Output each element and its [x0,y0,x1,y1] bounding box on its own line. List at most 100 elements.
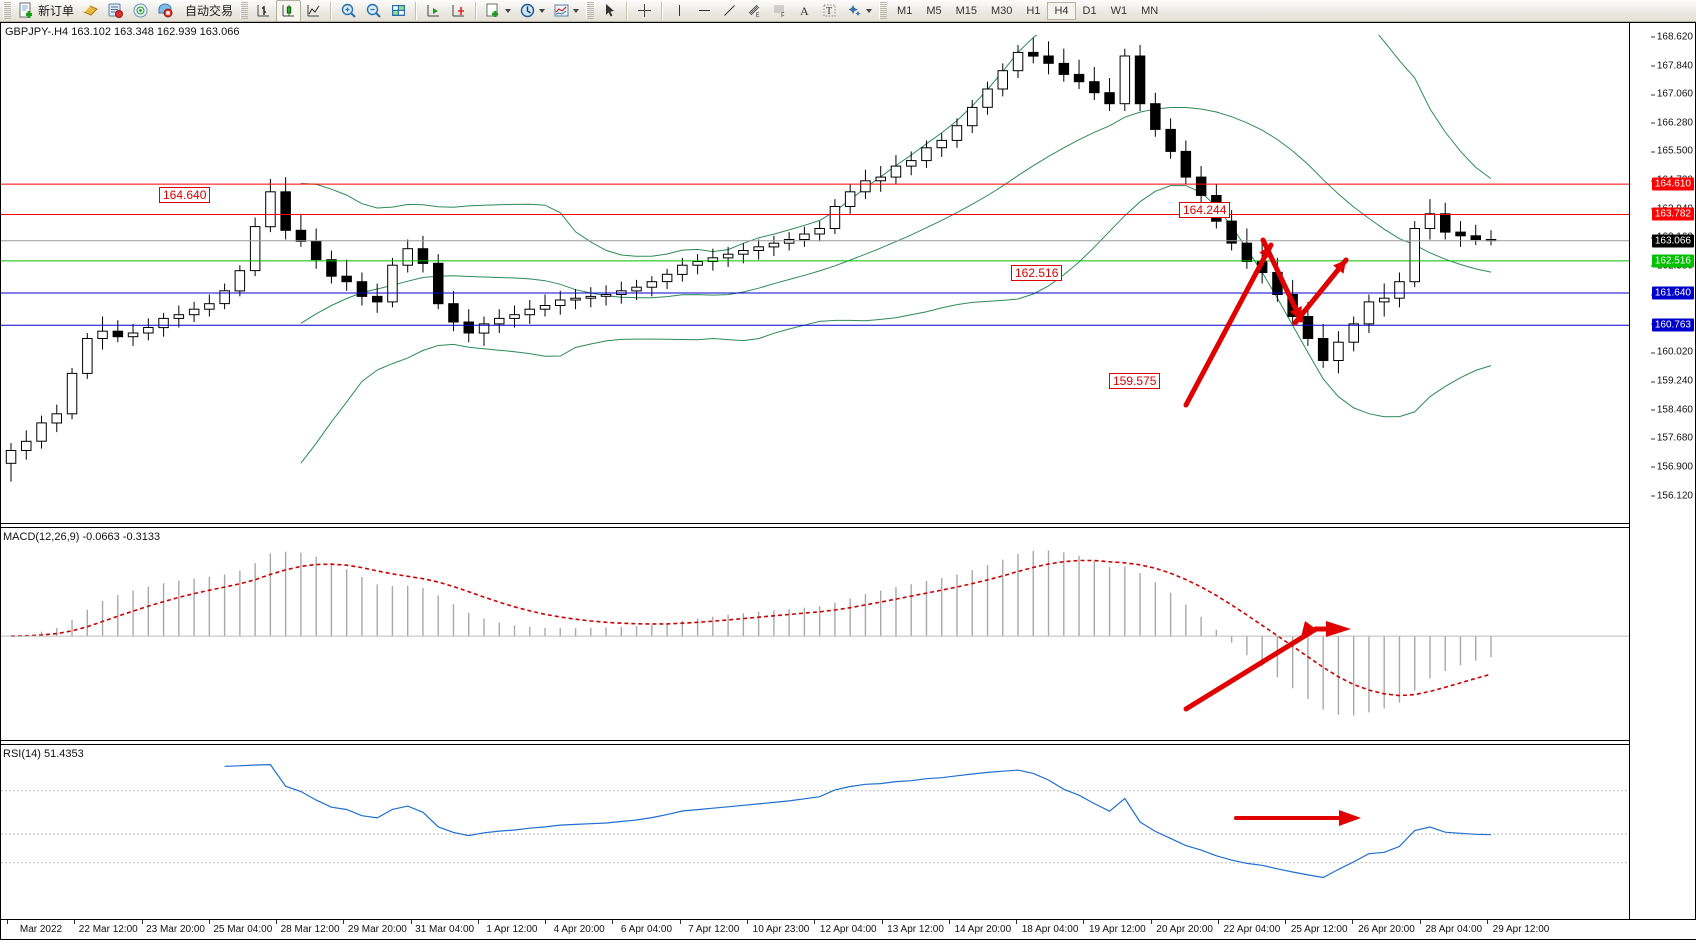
chevron-down-icon-4[interactable] [866,8,873,13]
time-tick: 13 Apr 12:00 [887,924,944,935]
timeframe-h4[interactable]: H4 [1047,1,1076,20]
candlestick-chart-button[interactable] [276,0,302,22]
price-level-label[interactable]: 160.763 [1651,318,1694,332]
vertical-line-button[interactable] [667,0,692,22]
chart-window[interactable]: GBPJPY-,H4 163.102 163.348 162.939 163.0… [0,22,1696,940]
crosshair-button[interactable] [632,0,657,22]
drawings-button[interactable] [842,0,876,22]
time-gridline [141,920,143,924]
rsi-label: RSI(14) 51.4353 [3,748,84,760]
price-tick: 166.280 [1650,117,1693,128]
autotrading-label: 自动交易 [185,4,234,18]
time-tick: 1 Apr 12:00 [486,924,538,935]
equidistant-channel-button[interactable]: E [742,0,767,22]
time-tick: 22 Apr 04:00 [1223,924,1281,935]
timeframe-m15[interactable]: M15 [955,4,977,17]
chevron-down-icon-2[interactable] [539,8,546,13]
time-tick: 25 Mar 04:00 [213,924,273,935]
time-gridline [1487,920,1488,924]
chart-shift-button[interactable] [446,0,471,22]
bar-chart-icon [255,2,272,19]
toolbar-separator-5 [661,1,664,20]
candlestick-chart-icon [280,2,297,19]
indicators-icon [553,2,570,19]
chevron-down-icon-3[interactable] [573,8,580,13]
price-scale[interactable]: 168.620167.840167.060166.280165.500164.7… [1629,23,1695,939]
macd-canvas [1,550,1629,716]
timeframe-m1[interactable]: M1 [897,4,913,17]
text-button[interactable]: A [792,0,817,22]
time-tick: 28 Mar 12:00 [280,924,340,935]
expert-advisors-icon [82,2,99,19]
horizontal-line-button[interactable] [692,0,717,22]
toolbar-grip-2[interactable] [240,2,249,19]
cursor-button[interactable] [597,0,622,22]
rsi-pane[interactable]: RSI(14) 51.4353 [1,746,1629,920]
time-tick: 14 Apr 20:00 [954,924,1012,935]
time-gridline [276,920,278,924]
templates-button[interactable] [481,0,515,22]
crosshair-icon [636,2,653,19]
auto-scroll-icon [425,2,442,19]
level-label-3[interactable]: 159.575 [1109,372,1161,389]
price-level-label[interactable]: 161.640 [1651,286,1694,300]
time-gridline [545,920,547,924]
fibonacci-button[interactable]: F [767,0,792,22]
price-level-label[interactable]: 163.066 [1651,234,1694,248]
zoom-in-icon [340,2,357,19]
price-level-label[interactable]: 162.516 [1651,254,1694,268]
level-label-0[interactable]: 164.640 [159,186,211,203]
terminal-button[interactable] [153,0,178,22]
main-toolbar: 新订单 自动交易 [0,0,1696,22]
zoom-out-button[interactable] [361,0,386,22]
text-label-button[interactable]: T [817,0,842,22]
macd-pane[interactable]: MACD(12,26,9) -0.0663 -0.3133 [1,529,1629,740]
expert-advisors-button[interactable] [78,0,103,22]
price-level-label[interactable]: 164.610 [1651,177,1694,191]
grid-button[interactable] [386,0,411,22]
timeframe-d1[interactable]: D1 [1082,4,1097,17]
time-gridline [612,920,614,924]
price-tick: 159.240 [1650,376,1693,387]
indicators-button[interactable] [549,0,583,22]
level-label-2[interactable]: 162.516 [1011,264,1063,281]
price-tick: 156.120 [1650,490,1693,501]
pane-separator-2[interactable] [1,740,1695,745]
timeframe-m5[interactable]: M5 [926,4,942,17]
time-tick: Mar 2022 [19,924,63,935]
level-label-1[interactable]: 164.244 [1179,201,1231,218]
toolbar-grip-4[interactable] [879,2,888,19]
data-window-button[interactable] [103,0,128,22]
navigator-button[interactable] [128,0,153,22]
toolbar-grip-3[interactable] [586,2,595,19]
price-level-label[interactable]: 163.782 [1651,207,1694,221]
price-tick: 168.620 [1650,31,1693,42]
price-pane[interactable]: 164.640 164.244 162.516 159.575 [1,35,1629,523]
timeframe-h1[interactable]: H1 [1026,4,1041,17]
line-chart-button[interactable] [301,0,326,22]
terminal-icon [157,2,174,19]
auto-scroll-button[interactable] [421,0,446,22]
time-scale[interactable]: Mar 2022 22 Mar 12:00 23 Mar 20:00 25 Mar 0… [1,919,1696,939]
toolbar-grip[interactable] [3,2,11,19]
time-gridline [948,920,950,924]
time-tick: 7 Apr 12:00 [688,924,740,935]
bar-chart-button[interactable] [251,0,276,22]
timeframe-w1[interactable]: W1 [1110,4,1128,17]
timeframe-mn[interactable]: MN [1141,4,1159,17]
trendline-button[interactable] [717,0,742,22]
fibonacci-icon: F [771,2,788,19]
time-tick: 20 Apr 20:00 [1156,924,1213,935]
time-tick: 28 Apr 04:00 [1425,924,1483,935]
pane-separator-1[interactable] [1,523,1695,528]
chevron-down-icon[interactable] [505,8,512,13]
new-order-icon [18,2,35,19]
period-button[interactable] [515,0,549,22]
timeframe-m30[interactable]: M30 [991,4,1013,17]
autotrading-button[interactable]: 自动交易 [178,0,237,22]
time-gridline [74,920,76,924]
zoom-out-icon [365,2,382,19]
new-order-button[interactable]: 新订单 [14,0,78,22]
price-tick: 157.680 [1650,433,1693,444]
zoom-in-button[interactable] [336,0,361,22]
